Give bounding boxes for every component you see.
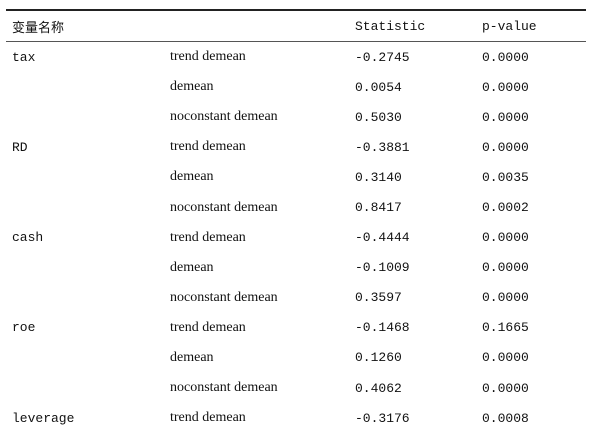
table-cell: noconstant demean [170, 380, 278, 396]
table-cell: noconstant demean [170, 109, 278, 125]
table-cell: 0.0002 [482, 200, 529, 216]
header-cell: p-value [482, 10, 586, 42]
table-cell: noconstant demean [170, 199, 278, 215]
table-cell [6, 162, 170, 192]
table-cell: demean [170, 79, 214, 95]
table-row: demean 0.3140 0.0035 [6, 162, 586, 192]
table-cell: -0.3881 [355, 139, 410, 155]
table-cell [6, 72, 170, 102]
table-cell: -0.1468 [355, 320, 410, 336]
table-cell: leverage [12, 410, 75, 426]
header-cell: 变量名称 [6, 10, 170, 42]
table-row: demean -0.1009 0.0000 [6, 253, 586, 283]
table-cell: 0.1665 [482, 320, 529, 336]
table-cell: trend demean [170, 49, 246, 65]
table-cell: trend demean [170, 410, 246, 426]
table-cell: 0.3597 [355, 290, 402, 306]
table-cell [6, 253, 170, 283]
table-row: noconstant demean 0.4062 0.0000 [6, 373, 586, 403]
table-body: tax trend demean -0.2745 0.0000 demean 0.0054… [6, 42, 586, 433]
table-cell: demean [170, 349, 214, 365]
table-cell [6, 192, 170, 222]
table-cell: cash [12, 230, 44, 246]
header-cell [170, 10, 355, 42]
table-cell [6, 343, 170, 373]
table-cell: 0.0000 [482, 109, 529, 125]
table-cell: roe [12, 320, 36, 336]
table-cell: noconstant demean [170, 289, 278, 305]
table-cell: 0.1260 [355, 350, 402, 366]
table-cell: 0.0000 [482, 139, 529, 155]
table-row: demean 0.1260 0.0000 [6, 343, 586, 373]
header-row: 变量名称 Statistic p-value [6, 10, 586, 42]
data-table: 变量名称 Statistic p-value tax trend demean -0.2… [6, 9, 586, 433]
table-cell: trend demean [170, 319, 246, 335]
table-cell: 0.0035 [482, 169, 529, 185]
table-row: demean 0.0054 0.0000 [6, 72, 586, 102]
table-cell: -0.2745 [355, 49, 410, 65]
table-row: cash trend demean -0.4444 0.0000 [6, 223, 586, 253]
table-cell: 0.8417 [355, 200, 402, 216]
table-cell: 0.4062 [355, 380, 402, 396]
table-cell: RD [12, 139, 28, 155]
table-row: noconstant demean 0.8417 0.0002 [6, 192, 586, 222]
table-row: leverage trend demean -0.3176 0.0008 [6, 403, 586, 433]
table-cell [6, 283, 170, 313]
table-cell: 0.0000 [482, 230, 529, 246]
table-row: roe trend demean -0.1468 0.1665 [6, 313, 586, 343]
table-cell: 0.0000 [482, 79, 529, 95]
table-cell [6, 373, 170, 403]
table-cell [6, 102, 170, 132]
table-cell: demean [170, 169, 214, 185]
table-cell: tax [12, 49, 36, 65]
table-row: noconstant demean 0.5030 0.0000 [6, 102, 586, 132]
table-cell: 0.0000 [482, 49, 529, 65]
table-cell: -0.1009 [355, 260, 410, 276]
table-row: noconstant demean 0.3597 0.0000 [6, 283, 586, 313]
header-cell: Statistic [355, 10, 482, 42]
table-cell: -0.4444 [355, 230, 410, 246]
table-cell: -0.3176 [355, 410, 410, 426]
table-cell: 0.5030 [355, 109, 402, 125]
table-cell: 0.0008 [482, 410, 529, 426]
table-cell: 0.0000 [482, 380, 529, 396]
table-row: RD trend demean -0.3881 0.0000 [6, 132, 586, 162]
table-cell: demean [170, 259, 214, 275]
table-cell: 0.0000 [482, 350, 529, 366]
table-cell: 0.3140 [355, 169, 402, 185]
table-cell: 0.0000 [482, 260, 529, 276]
table-row: tax trend demean -0.2745 0.0000 [6, 42, 586, 73]
table-cell: trend demean [170, 229, 246, 245]
table-cell: 0.0054 [355, 79, 402, 95]
table-cell: trend demean [170, 139, 246, 155]
table-cell: 0.0000 [482, 290, 529, 306]
